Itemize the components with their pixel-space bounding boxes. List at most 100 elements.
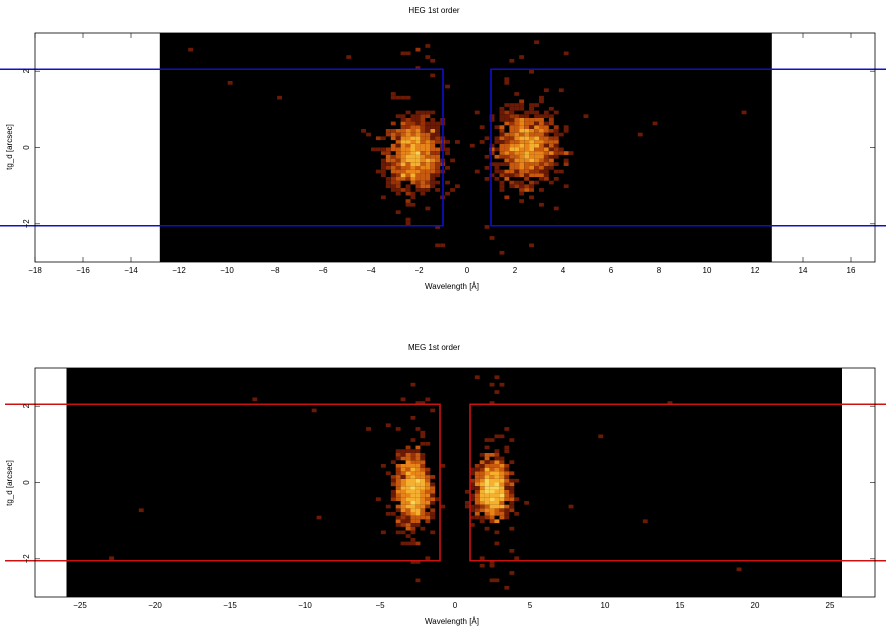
heatmap-cell	[499, 464, 505, 468]
heatmap-cell	[420, 526, 426, 531]
heatmap-cell	[415, 140, 421, 144]
heatmap-cell	[469, 467, 475, 472]
heatmap-cell	[435, 154, 441, 159]
heatmap-cell	[410, 173, 416, 178]
heatmap-cell	[375, 147, 381, 152]
heatmap-cell	[514, 103, 520, 107]
heatmap-cell	[430, 169, 436, 174]
heatmap-cell	[474, 375, 480, 380]
heatmap-cell	[415, 154, 421, 159]
heatmap-cell	[445, 140, 450, 144]
heatmap-cell	[415, 478, 421, 483]
heatmap-cell	[425, 489, 431, 494]
heatmap-cell	[534, 154, 539, 159]
heatmap-cell	[524, 501, 530, 505]
heatmap-cell	[494, 154, 500, 159]
heatmap-cell	[425, 519, 431, 524]
heatmap-cell	[534, 132, 539, 137]
heatmap-cell	[534, 151, 539, 155]
heatmap-cell	[430, 125, 436, 129]
heatmap-cell	[385, 180, 391, 185]
heatmap-cell	[410, 195, 416, 200]
heatmap-cell	[395, 493, 401, 498]
heatmap-cell	[499, 184, 505, 189]
heatmap-cell	[405, 158, 411, 163]
heatmap-cell	[420, 464, 426, 468]
heatmap-cell	[420, 512, 426, 516]
heatmap-cell	[430, 515, 436, 520]
heatmap-cell	[509, 154, 515, 159]
heatmap-cell	[499, 508, 505, 513]
y-tick-label: 0	[22, 145, 31, 150]
heatmap-cell	[385, 504, 391, 509]
heatmap-cell	[484, 453, 490, 457]
heatmap-cell	[529, 243, 534, 248]
heatmap-cell	[504, 467, 510, 472]
heatmap-cell	[395, 489, 401, 494]
heatmap-cell	[410, 114, 416, 118]
heatmap-cell	[395, 523, 401, 527]
heatmap-cell	[553, 129, 559, 133]
heatmap-cell	[474, 471, 480, 476]
heatmap-cell	[400, 147, 406, 152]
heatmap-cell	[445, 84, 450, 89]
heatmap-cell	[494, 166, 500, 170]
heatmap-cell	[390, 497, 396, 501]
heatmap-cell	[395, 519, 401, 524]
heatmap-cell	[529, 188, 534, 192]
heatmap-cell	[435, 225, 441, 229]
heatmap-cell	[509, 526, 515, 531]
heatmap-cell	[415, 523, 421, 527]
heatmap-cell	[405, 467, 411, 472]
heatmap-cell	[390, 147, 396, 152]
heatmap-cell	[489, 563, 495, 568]
heatmap-cell	[543, 121, 549, 126]
heatmap-cell	[420, 162, 426, 166]
heatmap-cell	[400, 114, 406, 118]
heatmap-cell	[514, 154, 520, 159]
heatmap-cell	[499, 489, 505, 494]
heatmap-cell	[390, 132, 396, 137]
heatmap-cell	[395, 508, 401, 513]
heatmap-cell	[400, 456, 406, 461]
heatmap-cell	[227, 81, 233, 85]
heatmap-cell	[430, 129, 436, 133]
heatmap-cell	[563, 129, 569, 133]
heatmap-cell	[410, 471, 416, 476]
x-tick-label: 16	[847, 266, 856, 275]
heatmap-cell	[514, 151, 520, 155]
heatmap-cell	[548, 136, 554, 141]
heatmap-cell	[420, 493, 426, 498]
heatmap-cell	[469, 478, 475, 483]
heatmap-cell	[420, 110, 426, 115]
heatmap-cell	[548, 114, 554, 118]
heatmap-cell	[400, 125, 406, 129]
heatmap-cell	[430, 489, 436, 494]
heatmap-cell	[539, 129, 544, 133]
heatmap-cell	[563, 162, 569, 166]
heatmap-cell	[425, 125, 431, 129]
heatmap-cell	[395, 456, 401, 461]
heatmap-cell	[380, 530, 386, 535]
heatmap-cell	[539, 147, 544, 152]
heatmap-cell	[410, 456, 416, 461]
heatmap-cell	[514, 92, 520, 96]
heatmap-cell	[484, 467, 490, 472]
heatmap-cell	[514, 173, 520, 178]
heatmap-cell	[529, 169, 534, 174]
heatmap-cell	[450, 188, 455, 192]
heatmap-cell	[410, 504, 416, 509]
heatmap-cell	[400, 501, 406, 505]
heatmap-cell	[504, 103, 510, 107]
heatmap-cell	[400, 162, 406, 166]
extraction-region-right	[469, 403, 886, 562]
heatmap-cell	[484, 460, 490, 464]
heatmap-cell	[484, 177, 490, 181]
heatmap-cell	[563, 158, 569, 163]
heatmap-cell	[479, 467, 485, 472]
heatmap-cell	[543, 169, 549, 174]
heatmap-cell	[455, 140, 460, 144]
heatmap-cell	[534, 140, 539, 144]
x-tick-label: −25	[73, 601, 87, 610]
